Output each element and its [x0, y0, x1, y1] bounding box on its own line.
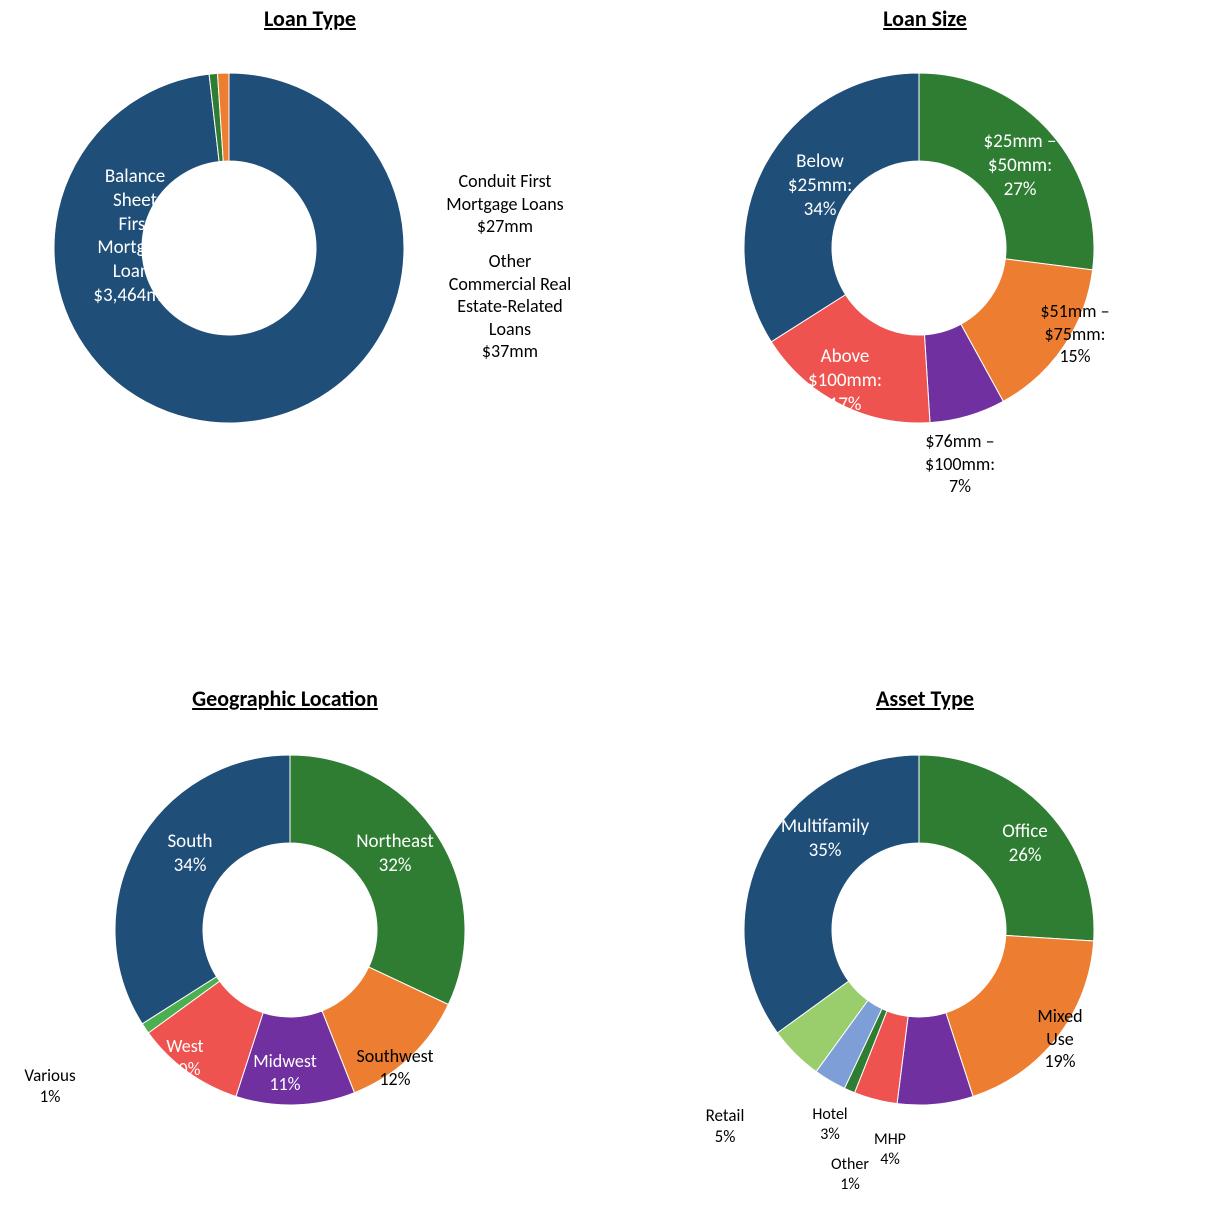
loan_size-segment-label-4: Below$25mm:34%: [765, 150, 875, 221]
geographic_location-segment-label-4: Various1%: [5, 1065, 95, 1108]
geographic_location-segment-label-0: Northeast32%: [330, 830, 460, 878]
loan_type-segment-label-2: OtherCommercial RealEstate-RelatedLoans$…: [410, 250, 610, 363]
loan_type-segment-label-1: Conduit FirstMortgage Loans$27mm: [410, 170, 600, 238]
geographic_location-title: Geographic Location: [135, 685, 435, 712]
asset_type-segment-label-4: Other1%: [815, 1155, 885, 1195]
loan_size-title: Loan Size: [825, 5, 1025, 32]
geographic_location-segment-label-1: Southwest12%: [330, 1045, 460, 1090]
asset_type-title: Asset Type: [825, 685, 1025, 712]
geographic_location-segment-5: [115, 755, 290, 1024]
loan_size-segment-label-2: $76mm –$100mm:7%: [895, 430, 1025, 498]
asset_type-segment-label-5: Hotel3%: [795, 1105, 865, 1145]
loan_size-segment-label-0: $25mm –$50mm:27%: [955, 130, 1085, 201]
loan_type-title: Loan Type: [210, 5, 410, 32]
asset_type-segment-label-7: Multifamily35%: [755, 815, 895, 863]
asset_type-segment-label-0: Office26%: [970, 820, 1080, 868]
asset_type-segment-label-6: Retail5%: [690, 1105, 760, 1148]
geographic_location-segment-label-3: West10%: [140, 1035, 230, 1080]
geographic_location-segment-label-5: South34%: [135, 830, 245, 878]
asset_type-segment-7: [744, 755, 919, 1033]
geographic_location-segment-0: [290, 755, 465, 1005]
loan_size-segment-label-3: Above$100mm:17%: [790, 345, 900, 416]
asset_type-segment-label-1: MixedUse19%: [1010, 1005, 1110, 1073]
loan_size-segment-label-1: $51mm –$75mm:15%: [1015, 300, 1135, 368]
loan_type-segment-label-0: BalanceSheetFirstMortgageLoans$3,464mm: [60, 165, 210, 308]
geographic_location-segment-label-2: Midwest11%: [225, 1050, 345, 1095]
